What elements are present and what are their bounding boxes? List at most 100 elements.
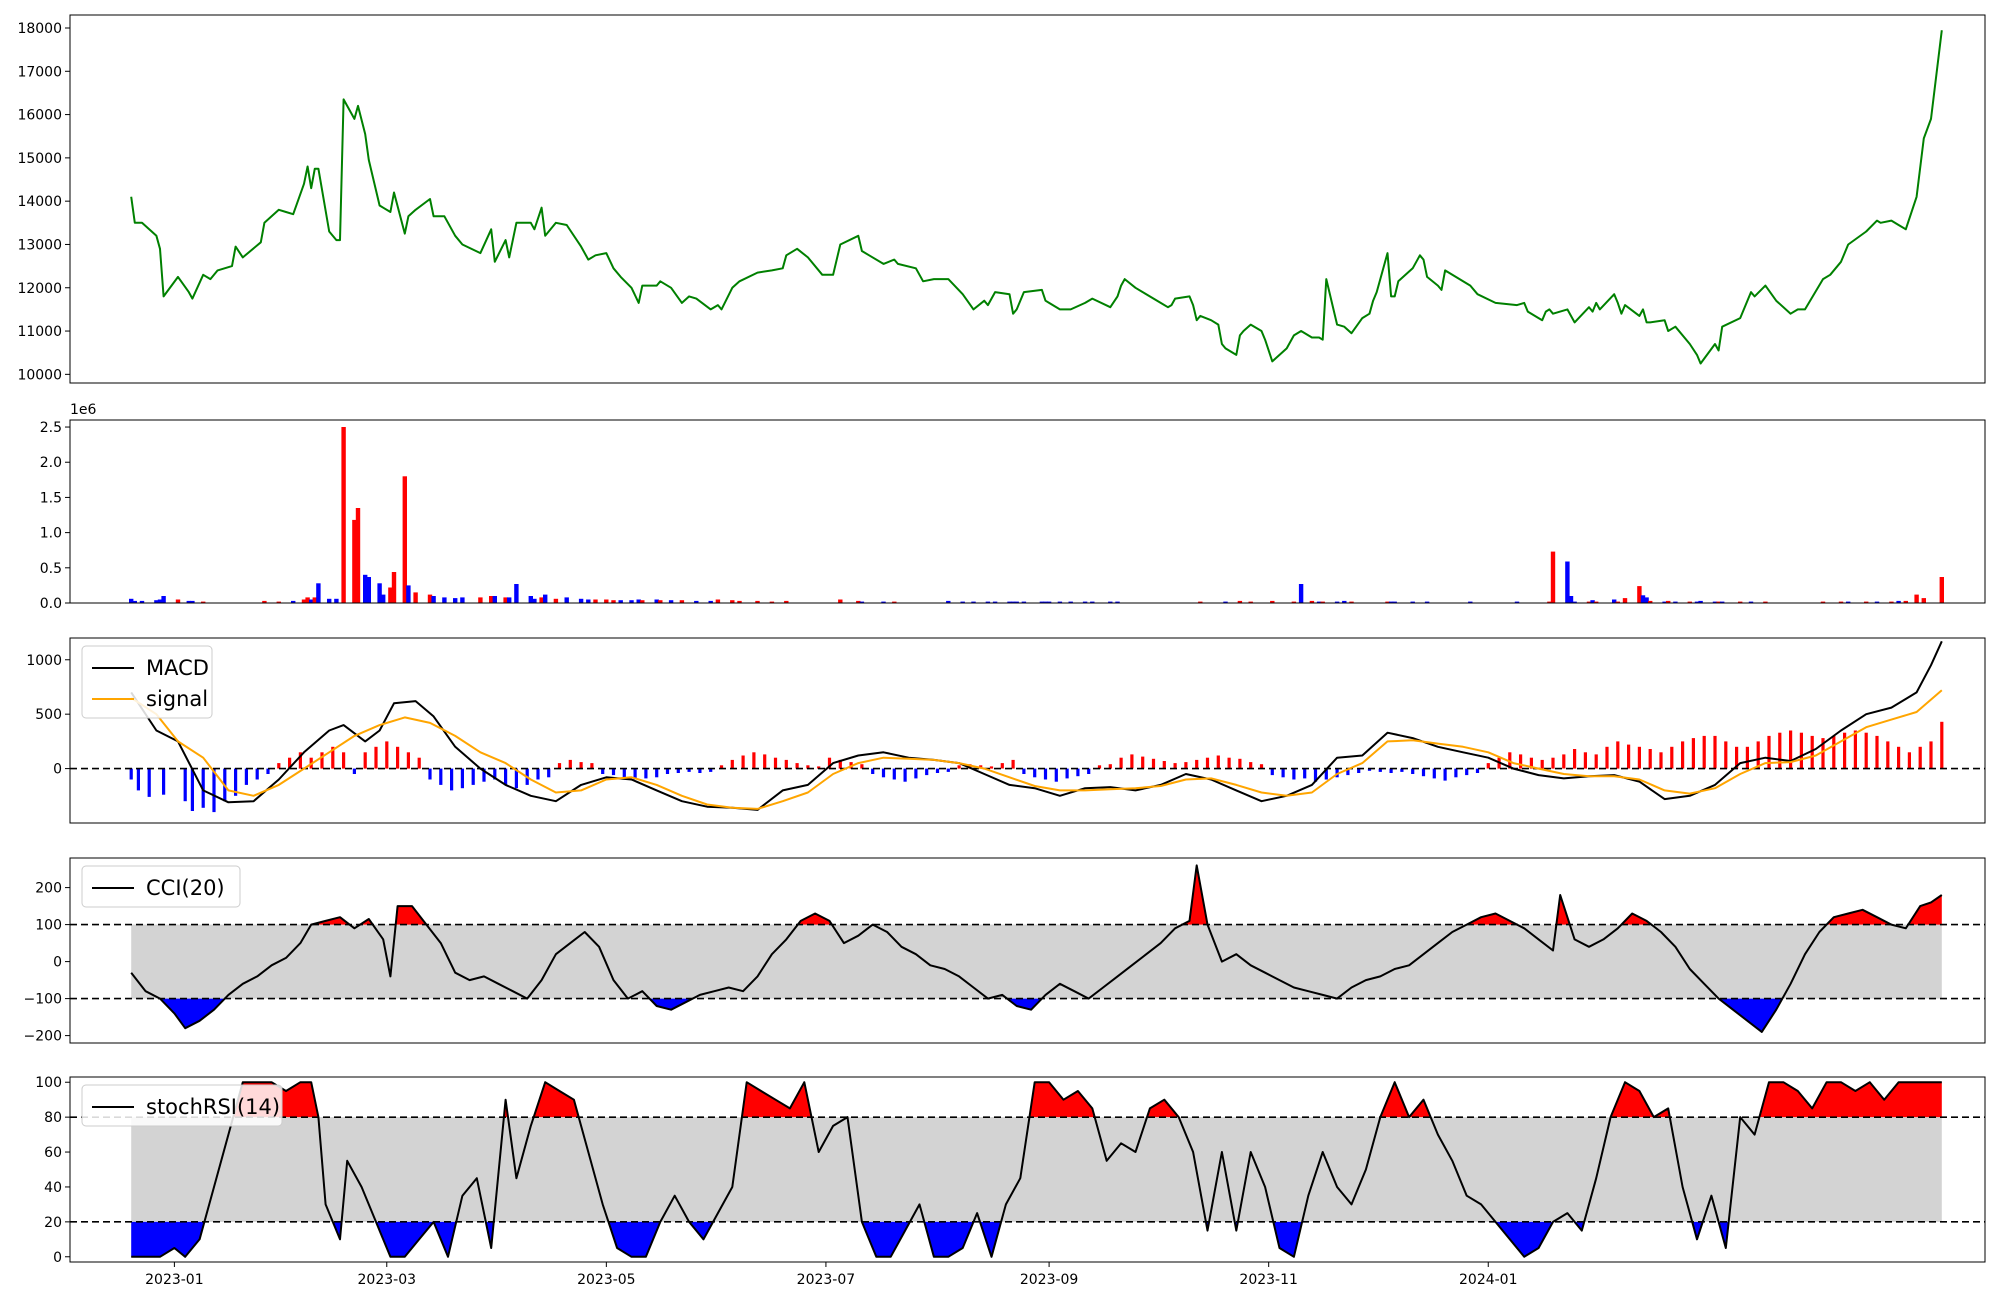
macd-histogram-bar [1724,741,1728,769]
x-tick-label: 2023-11 [1239,1272,1298,1288]
macd-axes-frame [69,637,1986,824]
macd-histogram-bar [881,768,886,778]
macd-histogram-bar [1227,757,1231,769]
volume-bar [406,585,411,603]
volume-bar [276,601,281,603]
volume-bar [341,427,346,603]
macd-histogram-bar [892,768,896,780]
macd-histogram-bar [1141,756,1145,769]
macd-histogram-bar [925,768,929,776]
cci-y-tick-label: 100 [35,918,62,934]
macd-histogram-bar [1000,763,1004,769]
macd-histogram-bar [428,768,432,780]
macd-histogram-bar [1648,749,1652,769]
volume-bar [1392,601,1397,603]
volume-bar [1615,601,1620,603]
volume-bar [1410,601,1415,603]
macd-histogram-bar [1076,768,1080,777]
volume-bar [755,600,760,603]
macd-histogram-bar [611,768,616,776]
volume-bar [586,599,591,603]
macd-histogram-bar [633,768,637,780]
macd-histogram-bar [1670,746,1674,769]
macd-histogram-bar [741,755,745,769]
volume-bar [1007,601,1012,603]
volume-bar [1043,601,1048,603]
volume-bar [1712,601,1718,603]
volume-bar [1648,600,1653,603]
macd-histogram-bar [1195,759,1199,769]
volume-bar [132,600,137,603]
volume-bar [1349,601,1354,603]
volume-bar [309,599,314,603]
macd-y-tick-label: 1000 [26,653,62,669]
volume-bar [859,601,865,603]
macd-histogram-bar [396,746,400,769]
macd-histogram-bar [1605,746,1609,769]
volume-bar [1903,600,1908,603]
volume-bar [327,598,332,603]
volume-bar [190,600,195,603]
volume-bar [312,597,317,603]
macd-histogram-bar [1594,754,1598,769]
volume-bar [730,600,735,603]
macd-histogram-bar [838,759,842,769]
macd-histogram-bar [1378,768,1382,772]
macd-histogram-bar [989,766,994,769]
volume-bar [1547,601,1552,603]
price-panel: 10000 11000 12000 13000 14000 15000 16000 17000… [17,14,1986,384]
macd-histogram-bar [1011,759,1015,769]
macd-histogram-bar [1270,768,1274,776]
macd-histogram-bar [183,768,187,802]
macd-histogram-bar [1108,764,1112,769]
cci-neutral-band [131,924,1942,999]
volume-bar [618,600,623,603]
macd-histogram-bar [568,759,572,769]
volume-bar [1716,601,1721,603]
volume-bar [453,598,458,603]
price-y-tick-label: 10000 [17,367,62,383]
volume-bar [578,598,584,603]
macd-histogram-bar [1832,735,1836,769]
volume-bar [654,599,659,603]
volume-bar [1057,601,1063,603]
volume-bar [129,598,134,603]
macd-histogram-bar [871,768,875,774]
macd-histogram-bar [471,768,475,785]
volume-bar [1090,601,1095,603]
volume-bar [658,600,663,603]
volume-bar [1014,601,1019,603]
macd-histogram-bar [719,765,724,769]
macd-histogram-bar [1821,738,1825,769]
macd-histogram-bar [730,759,734,769]
price-y-tick-label: 14000 [17,194,62,210]
macd-histogram-bar [1205,757,1210,769]
macd-histogram-bar [1767,735,1771,769]
volume-bar [881,601,886,603]
volume-bar [1385,601,1390,603]
macd-histogram-bar [331,746,335,769]
volume-bar [388,587,393,603]
volume-bar [1115,601,1120,603]
macd-histogram-bar [687,768,691,772]
volume-y-tick-label: 1.0 [40,526,62,542]
volume-bar [1223,601,1228,603]
stochrsi-y-tick-label: 60 [44,1145,62,1161]
macd-histogram-bar [1691,738,1695,769]
volume-bar [838,599,843,603]
price-y-tick-label: 15000 [17,151,62,167]
macd-histogram-bar [1519,754,1523,769]
macd-histogram-bar [676,768,680,773]
macd-histogram-bar [201,768,205,808]
volume-bar [1514,601,1520,603]
macd-y-tick-label: 500 [35,707,62,723]
macd-histogram-bar [1540,759,1544,769]
volume-bar [1748,601,1754,603]
macd-histogram-bar [946,768,950,772]
volume-bar [1108,601,1113,603]
macd-histogram-bar [1799,732,1803,769]
macd-histogram-bar [1475,768,1480,773]
volume-bar [1586,601,1592,603]
volume-bar [355,508,361,603]
x-tick-label: 2023-09 [1020,1272,1079,1288]
